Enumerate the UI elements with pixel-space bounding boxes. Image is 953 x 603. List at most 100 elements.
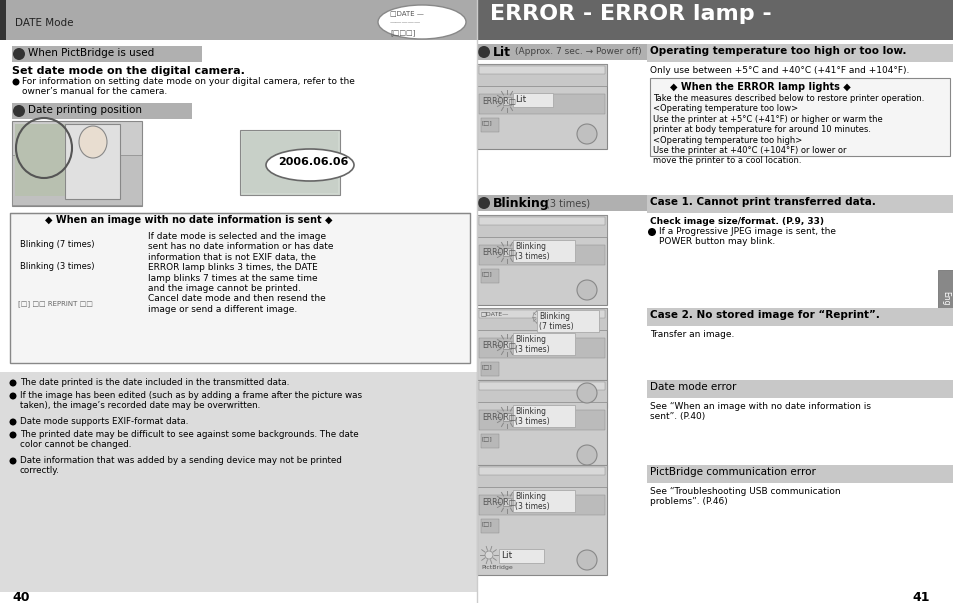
Bar <box>646 465 953 483</box>
Text: Case 2. No stored image for “Reprint”.: Case 2. No stored image for “Reprint”. <box>649 310 879 320</box>
Bar <box>476 465 606 487</box>
Bar <box>12 46 202 62</box>
Text: For information on setting date mode on your digital camera, refer to the
owner’: For information on setting date mode on … <box>22 77 355 96</box>
Bar <box>513 333 575 355</box>
Text: Blinking
(3 times): Blinking (3 times) <box>515 407 549 426</box>
Bar <box>476 215 606 305</box>
Text: —————: ————— <box>390 20 421 25</box>
Bar <box>480 118 498 132</box>
Circle shape <box>10 393 16 400</box>
Bar <box>476 64 606 149</box>
Circle shape <box>577 445 597 465</box>
Text: See “When an image with no date information is
sent”. (P.40): See “When an image with no date informat… <box>649 402 870 421</box>
Bar <box>242 132 337 193</box>
Text: Blinking (3 times): Blinking (3 times) <box>20 262 94 271</box>
Bar <box>15 124 65 196</box>
Bar <box>646 308 953 326</box>
Text: ◆ When the ERROR lamp lights ◆: ◆ When the ERROR lamp lights ◆ <box>669 82 850 92</box>
Bar <box>478 410 604 430</box>
Text: ERROR□: ERROR□ <box>481 341 516 350</box>
Circle shape <box>577 124 597 144</box>
Text: See “Troubleshooting USB communication
problems”. (P.46): See “Troubleshooting USB communication p… <box>649 487 840 507</box>
Bar <box>65 124 120 199</box>
Text: ERROR - ERROR lamp -: ERROR - ERROR lamp - <box>490 4 771 24</box>
Text: [□]: [□] <box>481 521 493 526</box>
Bar <box>502 248 511 256</box>
Bar <box>12 121 142 206</box>
Text: Blinking
(7 times): Blinking (7 times) <box>538 312 573 332</box>
Text: The printed date may be difficult to see against some backgrounds. The date
colo: The printed date may be difficult to see… <box>20 430 358 449</box>
Text: Only use between +5°C and +40°C (+41°F and +104°F).: Only use between +5°C and +40°C (+41°F a… <box>649 66 908 75</box>
Text: Blinking
(3 times): Blinking (3 times) <box>515 242 549 261</box>
Text: (3 times): (3 times) <box>545 198 590 208</box>
Circle shape <box>10 379 16 387</box>
Text: [□]: [□] <box>481 436 493 441</box>
Bar <box>649 78 949 156</box>
Bar <box>513 405 575 427</box>
Bar <box>10 213 470 363</box>
Bar <box>480 269 498 283</box>
Bar <box>502 341 511 349</box>
Bar <box>478 217 604 225</box>
Bar <box>476 380 606 402</box>
Text: Operating temperature too high or too low.: Operating temperature too high or too lo… <box>649 46 905 56</box>
Text: Date printing position: Date printing position <box>28 105 142 115</box>
Bar <box>478 245 604 265</box>
Circle shape <box>12 78 19 86</box>
Bar <box>0 0 6 40</box>
Ellipse shape <box>377 5 465 39</box>
Circle shape <box>10 458 16 464</box>
Bar <box>502 97 511 105</box>
Bar <box>480 434 498 448</box>
Bar <box>478 94 604 114</box>
Text: Eng: Eng <box>941 291 949 305</box>
Text: Blinking (7 times): Blinking (7 times) <box>20 240 94 249</box>
Bar <box>240 130 339 195</box>
Text: ERROR□: ERROR□ <box>481 97 516 106</box>
Text: Case 1. Cannot print transferred data.: Case 1. Cannot print transferred data. <box>649 197 875 207</box>
Text: Check image size/format. (P.9, 33): Check image size/format. (P.9, 33) <box>649 217 823 226</box>
Bar <box>476 215 606 237</box>
Bar <box>646 195 953 213</box>
Text: DATE Mode: DATE Mode <box>15 18 73 28</box>
Circle shape <box>577 383 597 403</box>
Bar <box>12 155 142 205</box>
Text: When PictBridge is used: When PictBridge is used <box>28 48 154 58</box>
Bar <box>18 238 103 252</box>
Bar <box>476 44 677 60</box>
Circle shape <box>13 105 25 117</box>
Text: □DATE—: □DATE— <box>479 311 508 316</box>
Text: ERROR□: ERROR□ <box>481 413 516 422</box>
Bar <box>937 270 953 325</box>
Bar <box>646 380 953 398</box>
Text: [□]: [□] <box>481 271 493 276</box>
Circle shape <box>647 228 656 236</box>
Text: Take the measures described below to restore printer operation.
<Operating tempe: Take the measures described below to res… <box>652 94 923 165</box>
Bar <box>502 413 511 421</box>
Bar <box>12 103 192 119</box>
Circle shape <box>13 48 25 60</box>
Text: Blinking
(3 times): Blinking (3 times) <box>515 335 549 355</box>
Circle shape <box>477 46 490 58</box>
Bar <box>537 310 598 332</box>
Bar <box>502 498 511 506</box>
Bar <box>478 467 604 475</box>
Text: Set date mode on the digital camera.: Set date mode on the digital camera. <box>12 66 245 76</box>
Bar <box>476 308 606 330</box>
Bar <box>476 195 677 211</box>
Text: Transfer an image.: Transfer an image. <box>649 330 734 339</box>
Bar <box>478 338 604 358</box>
Circle shape <box>577 280 597 300</box>
Bar <box>513 240 575 262</box>
Text: Date information that was added by a sending device may not be printed
correctly: Date information that was added by a sen… <box>20 456 341 475</box>
Text: [□]: [□] <box>481 120 493 125</box>
Text: □DATE —: □DATE — <box>390 10 423 16</box>
Bar <box>513 93 553 107</box>
Text: [□]: [□] <box>481 364 493 369</box>
Bar <box>476 465 606 575</box>
Text: (Approx. 7 sec. → Power off): (Approx. 7 sec. → Power off) <box>515 47 641 56</box>
Circle shape <box>484 551 493 559</box>
Text: If the image has been edited (such as by adding a frame after the picture was
ta: If the image has been edited (such as by… <box>20 391 362 411</box>
Bar <box>476 380 606 470</box>
Text: PictBridge: PictBridge <box>480 565 512 570</box>
